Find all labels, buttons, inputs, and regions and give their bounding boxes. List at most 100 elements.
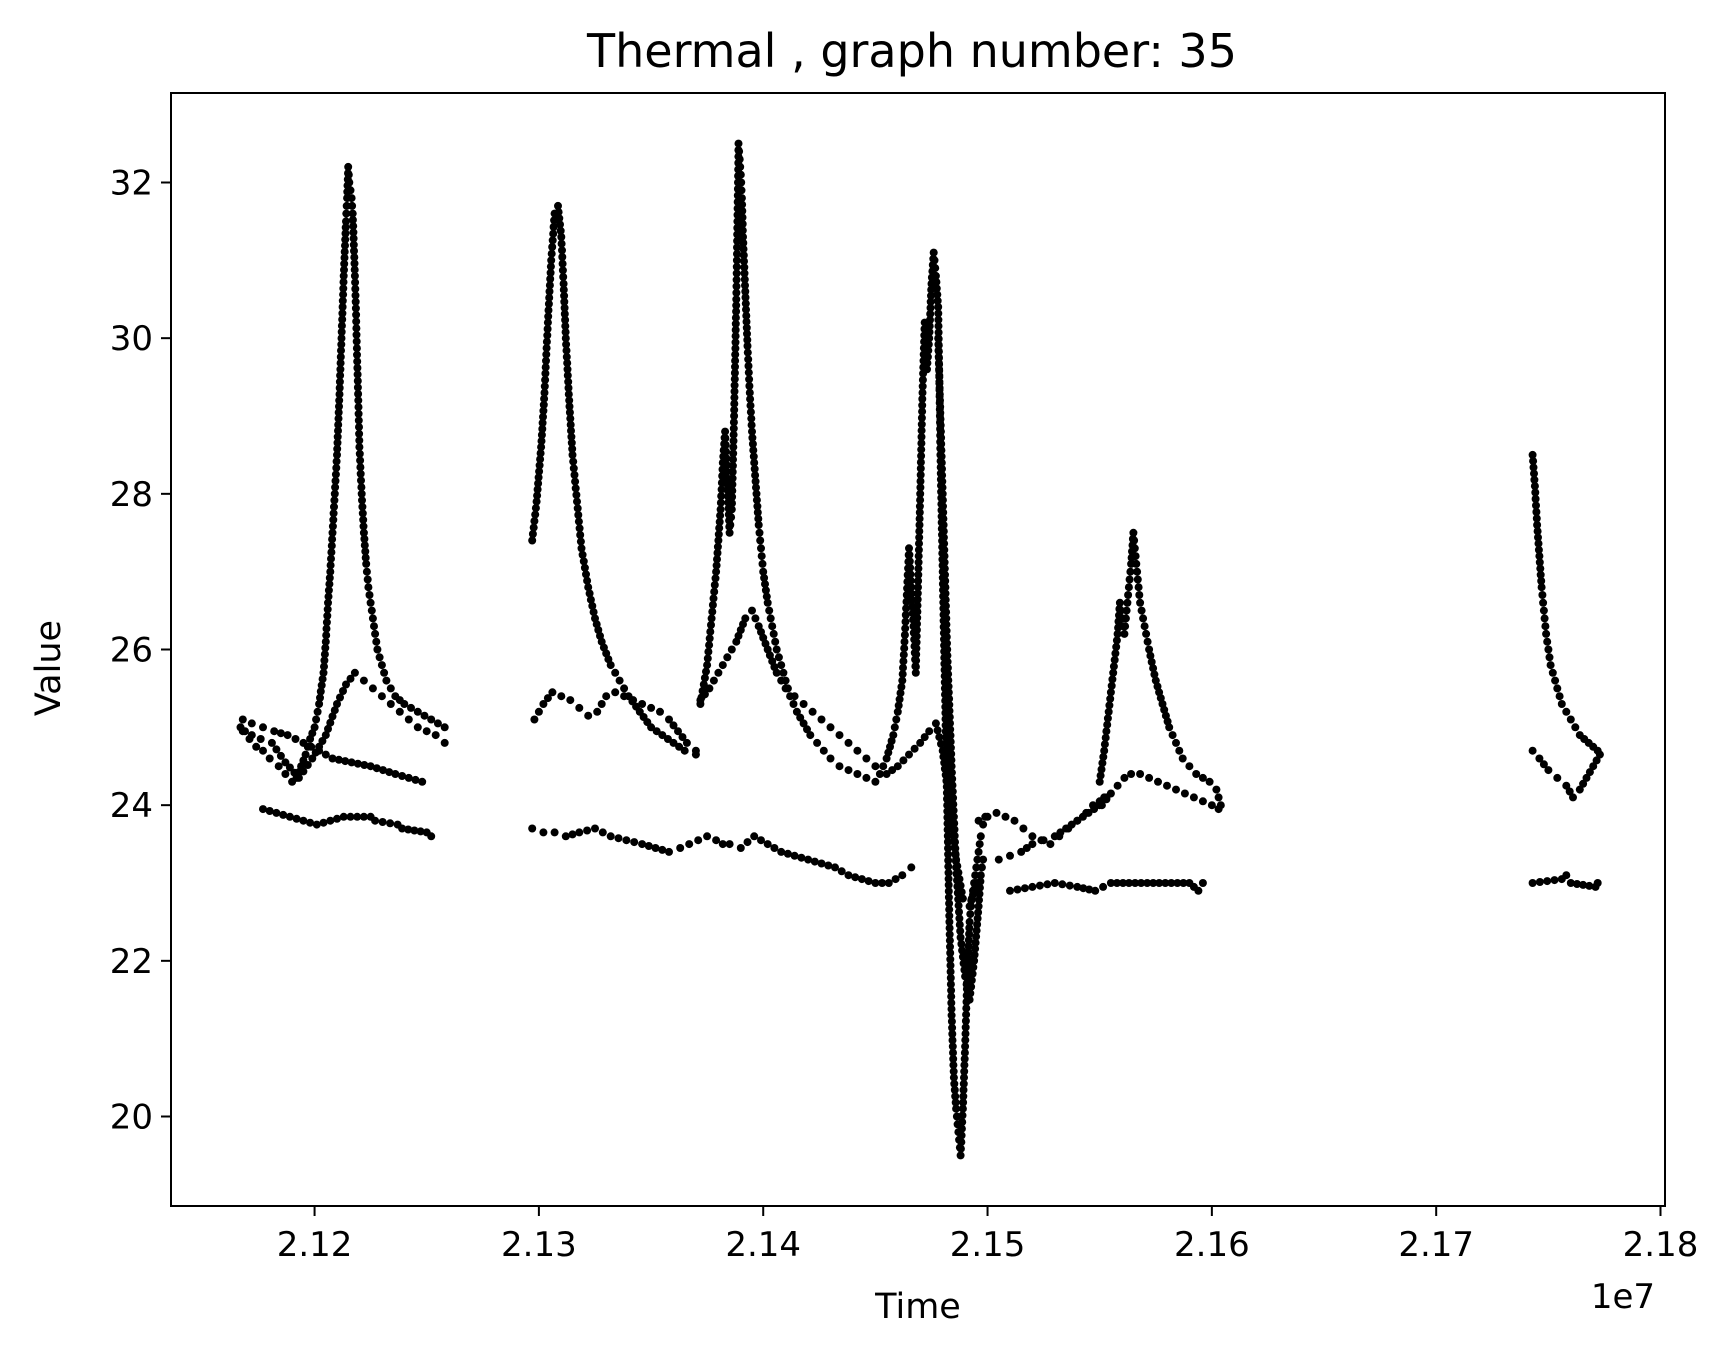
data-point xyxy=(586,595,595,604)
data-point xyxy=(285,763,294,772)
data-point xyxy=(546,262,555,271)
data-point xyxy=(542,356,550,365)
data-point xyxy=(937,433,946,442)
data-point xyxy=(342,209,351,218)
data-point xyxy=(749,452,758,461)
data-point xyxy=(557,233,566,241)
data-point xyxy=(943,657,952,666)
data-point xyxy=(568,444,577,453)
data-point xyxy=(835,762,844,771)
data-point xyxy=(965,924,974,932)
data-point xyxy=(1585,768,1594,777)
data-point xyxy=(564,390,573,399)
data-point xyxy=(320,650,329,659)
data-point xyxy=(665,847,673,856)
data-point xyxy=(746,395,755,404)
data-point xyxy=(391,770,400,778)
data-point xyxy=(256,735,265,743)
data-point xyxy=(703,654,712,663)
data-point xyxy=(1531,495,1540,503)
data-point xyxy=(566,696,575,705)
data-point xyxy=(962,1010,971,1019)
data-point xyxy=(557,692,566,701)
data-point xyxy=(332,463,341,472)
data-point xyxy=(1194,886,1203,895)
data-point xyxy=(357,476,365,485)
data-point xyxy=(366,762,375,771)
data-point xyxy=(355,436,364,445)
data-point xyxy=(574,517,583,526)
data-point xyxy=(422,727,431,736)
data-point xyxy=(367,606,376,615)
data-point xyxy=(543,331,552,340)
data-point xyxy=(1124,583,1133,592)
data-point xyxy=(947,1011,956,1020)
data-point xyxy=(712,561,721,570)
data-point xyxy=(584,583,593,592)
data-point xyxy=(912,650,921,659)
data-point xyxy=(878,879,887,887)
data-point xyxy=(948,1023,957,1032)
data-point xyxy=(1133,575,1142,584)
data-point xyxy=(593,707,602,716)
data-point xyxy=(1185,762,1194,771)
data-point xyxy=(721,427,730,436)
data-point xyxy=(559,273,568,281)
data-point xyxy=(539,400,548,409)
data-point xyxy=(943,651,952,660)
data-point xyxy=(915,539,923,548)
data-point xyxy=(947,1005,956,1014)
data-point xyxy=(732,301,741,310)
data-point xyxy=(1553,773,1562,782)
data-point xyxy=(542,344,551,353)
data-point xyxy=(942,626,951,635)
data-point xyxy=(916,477,925,486)
data-point xyxy=(379,766,387,775)
data-point xyxy=(326,816,335,825)
data-point xyxy=(418,777,427,786)
data-point xyxy=(741,299,750,308)
data-point xyxy=(937,739,945,748)
data-point xyxy=(956,933,965,942)
data-point xyxy=(534,479,543,488)
data-point xyxy=(1178,754,1187,763)
data-point xyxy=(370,622,378,631)
data-point xyxy=(728,461,737,470)
data-point xyxy=(265,754,274,763)
data-point xyxy=(951,1092,960,1101)
data-point xyxy=(970,950,979,959)
data-point xyxy=(835,731,844,740)
data-point xyxy=(831,863,839,872)
data-point xyxy=(1543,877,1552,886)
data-point xyxy=(561,322,570,331)
data-point xyxy=(746,408,755,417)
data-point xyxy=(560,297,569,306)
data-point xyxy=(730,412,739,420)
data-point xyxy=(934,352,943,361)
data-point xyxy=(326,561,335,570)
data-point xyxy=(1589,762,1598,771)
data-point xyxy=(1198,879,1207,887)
data-point xyxy=(572,490,581,499)
data-point xyxy=(327,541,336,550)
data-point xyxy=(965,995,974,1004)
data-point xyxy=(548,243,557,251)
data-point xyxy=(949,1067,958,1076)
data-point xyxy=(817,715,826,724)
data-point xyxy=(915,521,924,529)
data-point xyxy=(710,587,719,596)
data-point xyxy=(976,832,985,841)
data-point xyxy=(1553,684,1562,693)
data-point xyxy=(582,570,590,579)
data-point xyxy=(943,639,951,648)
data-point xyxy=(276,729,285,738)
data-point xyxy=(315,746,324,755)
data-point xyxy=(898,670,907,679)
data-point xyxy=(948,774,957,783)
data-point xyxy=(965,930,974,938)
data-point xyxy=(1129,528,1138,537)
data-point xyxy=(731,350,740,359)
data-point xyxy=(744,368,753,377)
data-point xyxy=(338,309,347,318)
data-point xyxy=(1142,629,1151,638)
